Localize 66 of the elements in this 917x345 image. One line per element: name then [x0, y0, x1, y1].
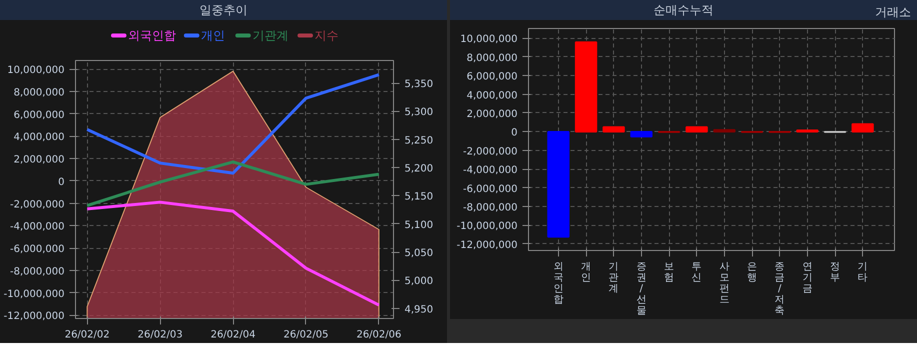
x-tick-label: 기관계 [608, 262, 619, 294]
x-tick-label: 투신 [692, 262, 702, 284]
y-tick-label: 0 [511, 128, 518, 139]
x-tick-label: 외국인합 [553, 262, 564, 306]
x-tick-label: 연기금 [802, 262, 812, 294]
y-tick-label: 8,000,000 [466, 52, 518, 64]
x-tick-label: 은행 [747, 262, 758, 284]
y-tick-label: 2,000,000 [14, 154, 65, 166]
y-tick-label: -10,000,000 [4, 288, 65, 300]
x-tick-label: 26/02/04 [210, 330, 256, 340]
x-tick-label: 26/02/05 [284, 330, 328, 340]
x-tick-label: 정부 [830, 262, 840, 284]
y-tick-label: -6,000,000 [463, 184, 518, 195]
y-tick-label: 0 [58, 176, 65, 188]
y-tick-label: -12,000,000 [4, 311, 65, 322]
line-series [86, 160, 380, 208]
bar [686, 126, 708, 132]
bar [852, 123, 874, 132]
x-tick-label: 26/02/02 [64, 330, 110, 340]
bar [602, 126, 625, 132]
legend-label: 외국인합 [128, 28, 176, 42]
y2-tick-label: 5,300 [404, 107, 434, 118]
y-tick-label: -12,000,000 [456, 240, 518, 251]
y2-tick-label: 5,350 [404, 79, 434, 90]
y-tick-label: 4,000,000 [466, 90, 518, 102]
x-tick-label: 26/02/06 [356, 330, 402, 340]
line-series [86, 200, 380, 307]
x-tick-label: 사모펀드 [719, 262, 730, 306]
y-tick-label: -4,000,000 [10, 222, 65, 233]
y2-tick-label: 5,200 [404, 164, 434, 175]
y2-tick-label: 5,150 [404, 192, 434, 203]
y2-tick-label: 5,250 [404, 135, 434, 146]
y-tick-label: 2,000,000 [466, 108, 518, 120]
y-tick-label: -8,000,000 [10, 266, 65, 278]
x-tick-label: 개인 [581, 262, 592, 284]
chart-title: 일중추이 [0, 0, 447, 20]
y2-tick-label: 5,000 [404, 276, 434, 288]
y-tick-label: -2,000,000 [10, 199, 65, 210]
y2-tick-label: 5,100 [404, 220, 434, 231]
y-tick-label: -8,000,000 [463, 202, 518, 214]
y-tick-label: -6,000,000 [10, 244, 65, 256]
line-series [86, 73, 380, 175]
chart-title: 순매수누적 [654, 3, 714, 17]
legend-label: 개인 [200, 28, 225, 42]
y-tick-label: 8,000,000 [14, 87, 65, 98]
y2-tick-label: 5,050 [404, 248, 434, 260]
y-tick-label: 6,000,000 [14, 110, 65, 121]
bar [574, 41, 598, 132]
y-tick-label: -2,000,000 [463, 146, 518, 158]
y-tick-label: 4,000,000 [14, 132, 65, 144]
legend-label: 지수 [314, 28, 339, 42]
y-tick-label: -10,000,000 [456, 221, 518, 232]
text: 거래소 [875, 4, 911, 21]
y2-tick-label: 4,950 [404, 304, 434, 316]
y-tick-label: -4,000,000 [463, 165, 518, 176]
x-tick-label: 종금/저축 [774, 262, 785, 316]
y-tick-label: 10,000,000 [460, 34, 518, 46]
y-tick-label: 10,000,000 [7, 65, 65, 76]
bar [630, 130, 652, 138]
y-tick-label: 6,000,000 [466, 72, 518, 83]
legend-label: 기관계 [252, 28, 288, 42]
x-tick-label: 증권/선물 [636, 262, 646, 316]
x-tick-label: 26/02/03 [138, 330, 183, 340]
x-tick-label: 기타 [858, 262, 868, 284]
x-tick-label: 보험 [664, 262, 674, 284]
bar [547, 130, 570, 238]
